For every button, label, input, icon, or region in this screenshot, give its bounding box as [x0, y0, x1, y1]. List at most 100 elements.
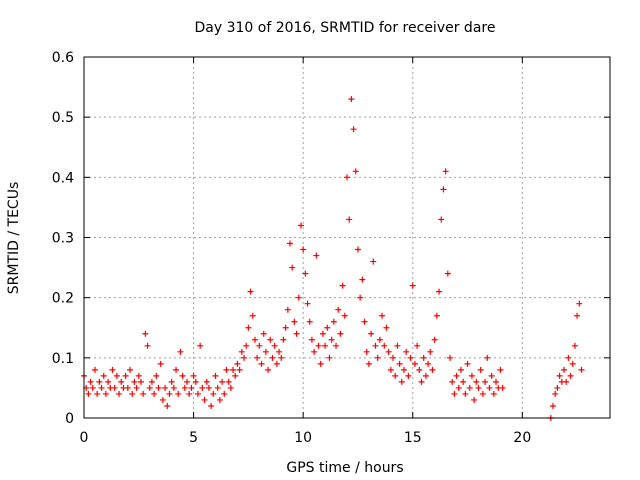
data-point — [113, 372, 120, 379]
x-tick-label: 5 — [189, 430, 198, 446]
data-point — [302, 270, 309, 277]
data-point — [276, 348, 283, 355]
data-point — [170, 384, 177, 391]
data-point — [173, 366, 180, 373]
data-point — [91, 366, 98, 373]
data-point — [486, 384, 493, 391]
data-point — [438, 216, 445, 223]
data-point — [249, 312, 256, 319]
data-point — [365, 360, 372, 367]
data-point — [227, 384, 234, 391]
data-point — [462, 390, 469, 397]
data-point — [576, 300, 583, 307]
data-point — [116, 390, 123, 397]
data-point — [273, 360, 280, 367]
data-point — [326, 354, 333, 361]
data-point — [433, 312, 440, 319]
data-point — [219, 378, 226, 385]
data-point — [306, 318, 313, 325]
data-point — [473, 378, 480, 385]
data-point — [370, 258, 377, 265]
data-point — [280, 336, 287, 343]
data-point — [374, 354, 381, 361]
data-point — [133, 384, 140, 391]
data-point — [175, 390, 182, 397]
data-point — [357, 294, 364, 301]
y-tick-label: 0.3 — [52, 231, 74, 247]
data-point — [201, 396, 208, 403]
data-point — [181, 384, 188, 391]
data-point — [269, 354, 276, 361]
data-point — [199, 384, 206, 391]
data-point — [442, 168, 449, 175]
data-point — [251, 336, 258, 343]
data-point — [341, 312, 348, 319]
data-point — [453, 372, 460, 379]
data-point — [359, 276, 366, 283]
data-point — [484, 354, 491, 361]
data-point — [554, 384, 561, 391]
data-point — [431, 336, 438, 343]
data-point — [122, 372, 129, 379]
y-axis-label: SRMTID / TECUs — [6, 182, 22, 295]
data-point — [297, 222, 304, 229]
data-point — [556, 372, 563, 379]
data-point — [337, 330, 344, 337]
data-point — [284, 306, 291, 313]
data-point — [468, 372, 475, 379]
data-point — [245, 324, 252, 331]
data-point — [155, 384, 162, 391]
data-point — [422, 372, 429, 379]
data-point — [352, 168, 359, 175]
data-point — [265, 366, 272, 373]
data-point — [102, 390, 109, 397]
data-point — [311, 348, 318, 355]
data-point — [376, 336, 383, 343]
data-point — [348, 96, 355, 103]
data-point — [425, 360, 432, 367]
data-point — [300, 246, 307, 253]
data-point — [398, 378, 405, 385]
data-point — [234, 360, 241, 367]
data-point — [339, 282, 346, 289]
data-point — [230, 366, 237, 373]
data-point — [440, 186, 447, 193]
data-point — [164, 402, 171, 409]
data-point — [267, 336, 274, 343]
data-point — [315, 342, 322, 349]
data-point — [578, 366, 585, 373]
data-point — [166, 390, 173, 397]
x-tick-label: 15 — [404, 430, 422, 446]
data-point — [361, 318, 368, 325]
data-point — [394, 342, 401, 349]
data-point — [85, 390, 92, 397]
data-point — [403, 348, 410, 355]
data-point — [372, 342, 379, 349]
data-point — [243, 342, 250, 349]
data-point — [346, 216, 353, 223]
data-point — [490, 390, 497, 397]
data-point — [387, 366, 394, 373]
data-point — [186, 390, 193, 397]
data-point — [262, 348, 269, 355]
data-point — [162, 384, 169, 391]
data-point — [493, 378, 500, 385]
data-point — [94, 390, 101, 397]
data-point — [271, 342, 278, 349]
data-point — [258, 360, 265, 367]
data-point — [313, 252, 320, 259]
data-point — [151, 390, 158, 397]
data-point — [368, 330, 375, 337]
y-tick-label: 0.1 — [52, 351, 74, 367]
data-point — [396, 360, 403, 367]
data-point — [385, 348, 392, 355]
data-point — [131, 378, 138, 385]
data-point — [137, 378, 144, 385]
data-point — [304, 300, 311, 307]
data-point — [105, 378, 112, 385]
data-point — [409, 282, 416, 289]
data-point — [111, 384, 118, 391]
data-point — [144, 342, 151, 349]
y-tick-label: 0.4 — [52, 170, 74, 186]
